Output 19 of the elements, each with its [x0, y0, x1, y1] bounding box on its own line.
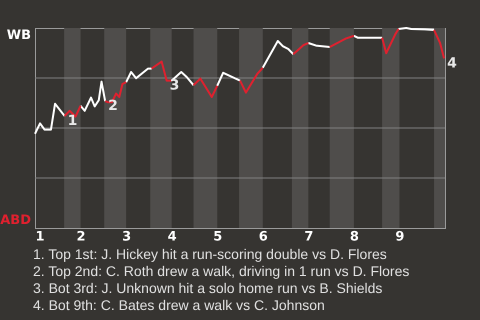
- annotation: 3: [170, 78, 180, 94]
- x-tick-label: 7: [304, 230, 314, 244]
- text: 3. Bot 3rd: J. Unknown hit a solo home run vs B. Shields: [33, 280, 382, 296]
- annotation: 1: [68, 113, 78, 129]
- x-tick-label: 4: [168, 230, 177, 244]
- text: 1. Top 1st: J. Hickey hit a run-scoring double vs D. Flores: [33, 246, 387, 262]
- text: 2. Top 2nd: C. Roth drew a walk, driving in 1 run vs D. Flores: [33, 263, 410, 279]
- x-tick-label: 1: [36, 230, 45, 244]
- x-tick-label: 6: [258, 230, 268, 244]
- x-tick-label: 9: [395, 230, 404, 244]
- annotation: 2: [108, 98, 118, 114]
- x-tick-label: 8: [350, 230, 359, 244]
- x-tick-label: 2: [76, 230, 86, 244]
- text: 4. Bot 9th: C. Bates drew a walk vs C. Johnson: [33, 297, 325, 313]
- text: ABD: [0, 213, 32, 228]
- x-tick-label: 5: [213, 230, 222, 244]
- annotation: 4: [447, 55, 458, 72]
- x-tick-label: 3: [122, 230, 132, 244]
- text: WB: [6, 28, 31, 43]
